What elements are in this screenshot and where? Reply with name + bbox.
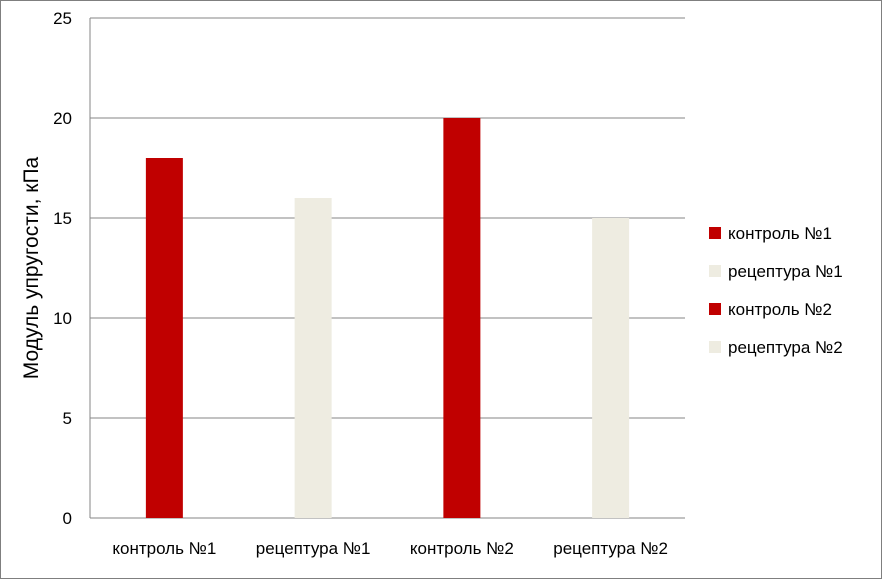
bar — [294, 198, 332, 518]
x-category-label: контроль №2 — [410, 539, 514, 558]
y-tick-labels: 0 5 10 15 20 25 — [53, 9, 72, 528]
y-tick-label: 10 — [53, 309, 72, 328]
legend-swatch — [709, 265, 721, 277]
y-tick-label: 5 — [63, 409, 72, 428]
legend: контроль №1 рецептура №1 контроль №2 рецепт… — [709, 224, 843, 357]
legend-swatch — [709, 303, 721, 315]
x-category-label: рецептура №2 — [553, 539, 668, 558]
bar — [443, 118, 481, 518]
x-category-label: контроль №1 — [112, 539, 216, 558]
legend-label: контроль №1 — [728, 224, 832, 243]
bar — [592, 218, 630, 518]
x-category-label: рецептура №1 — [256, 539, 371, 558]
legend-label: рецептура №1 — [728, 262, 843, 281]
legend-swatch — [709, 227, 721, 239]
legend-label: рецептура №2 — [728, 338, 843, 357]
y-tick-label: 15 — [53, 209, 72, 228]
bar — [145, 158, 183, 518]
legend-swatch — [709, 341, 721, 353]
y-axis-label: Модуль упругости, кПа — [20, 156, 43, 379]
bars — [145, 118, 630, 518]
y-tick-label: 20 — [53, 109, 72, 128]
legend-label: контроль №2 — [728, 300, 832, 319]
x-category-labels: контроль №1 рецептура №1 контроль №2 рецепт… — [112, 539, 668, 558]
y-tick-label: 0 — [63, 509, 72, 528]
y-tick-label: 25 — [53, 9, 72, 28]
gridlines — [90, 17, 685, 519]
